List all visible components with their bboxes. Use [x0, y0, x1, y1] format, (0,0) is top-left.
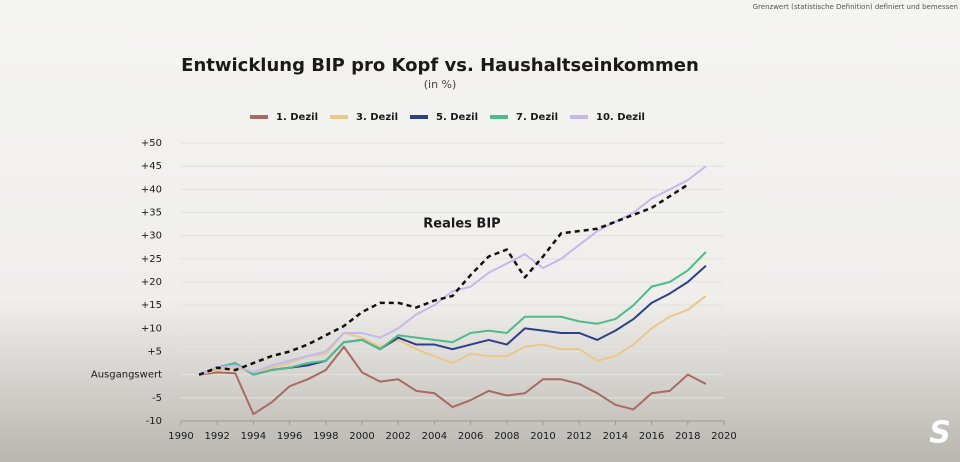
y-tick-label: +40 — [141, 184, 162, 195]
annotation: Reales BIP — [423, 217, 500, 232]
x-tick-label: 2002 — [385, 431, 410, 442]
x-tick-label: 2010 — [530, 431, 555, 442]
x-tick-label: 2014 — [603, 431, 628, 442]
legend-label: 7. Dezil — [516, 112, 558, 123]
x-tick-label: 2008 — [494, 431, 519, 442]
chart-subtitle: (in %) — [424, 78, 457, 91]
logo: S — [929, 416, 951, 451]
x-tick-label: 2020 — [711, 431, 736, 442]
y-tick-label: +20 — [141, 277, 162, 288]
x-tick-label: 2018 — [675, 431, 700, 442]
y-tick-label: +30 — [141, 231, 162, 242]
x-tick-label: 1996 — [277, 431, 302, 442]
y-tick-label: +45 — [141, 161, 162, 172]
y-tick-label: +35 — [141, 208, 162, 219]
y-tick-label: -10 — [146, 416, 162, 427]
series-line — [198, 295, 707, 376]
y-tick-label: +50 — [141, 138, 162, 149]
x-tick-label: 2016 — [639, 431, 664, 442]
series-line — [198, 251, 707, 376]
y-tick-label: Ausgangswert — [91, 370, 162, 381]
x-tick-label: 2000 — [349, 431, 374, 442]
y-tick-label: +25 — [141, 254, 162, 265]
series-line — [198, 345, 707, 416]
y-tick-label: +5 — [147, 347, 162, 358]
chart-title: Entwicklung BIP pro Kopf vs. Haushaltsei… — [181, 55, 699, 76]
legend-label: 1. Dezil — [276, 112, 318, 123]
x-tick-label: 2004 — [422, 431, 447, 442]
y-tick-label: -5 — [152, 393, 162, 404]
legend-label: 10. Dezil — [596, 112, 645, 123]
x-tick-label: 1998 — [313, 431, 338, 442]
y-tick-label: +15 — [141, 300, 162, 311]
y-tick-label: +10 — [141, 323, 162, 334]
x-tick-label: 2012 — [566, 431, 591, 442]
legend-label: 3. Dezil — [356, 112, 398, 123]
x-tick-label: 2006 — [458, 431, 483, 442]
x-tick-label: 1992 — [204, 431, 229, 442]
series-line — [198, 183, 689, 376]
legend-label: 5. Dezil — [436, 112, 478, 123]
x-tick-label: 1994 — [241, 431, 266, 442]
x-tick-label: 1990 — [168, 431, 193, 442]
corner-note: Grenzwert (statistische Definition) defi… — [753, 3, 958, 11]
